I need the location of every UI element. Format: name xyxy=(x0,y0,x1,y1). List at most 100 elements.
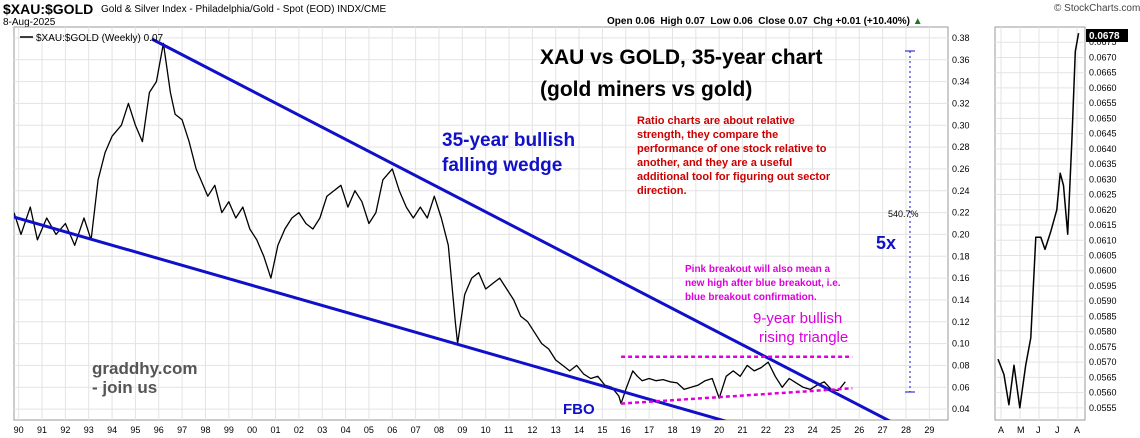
x-tick-label: 18 xyxy=(667,425,677,435)
y-tick-label: 0.28 xyxy=(952,142,970,152)
ratio-note-line: strength, they compare the xyxy=(637,129,778,141)
x-tick-label: 00 xyxy=(247,425,257,435)
mini-y-tick-label: 0.0595 xyxy=(1089,281,1117,291)
close-label: Close xyxy=(758,16,786,27)
mini-y-tick-label: 0.0565 xyxy=(1089,372,1117,382)
main-x-axis: 90 91 92 93 94 95 96 97 98 99 00 01 02 03 04 05 06 07 08 09… xyxy=(14,425,935,435)
x-tick-label: 26 xyxy=(854,425,864,435)
main-series-group xyxy=(14,37,891,420)
mini-x-tick-label: J xyxy=(1036,425,1041,435)
x-tick-label: 12 xyxy=(527,425,537,435)
x-tick-label: 95 xyxy=(130,425,140,435)
ratio-note-line: Ratio charts are about relative xyxy=(637,115,795,127)
mini-y-tick-label: 0.0575 xyxy=(1089,342,1117,352)
x-tick-label: 99 xyxy=(224,425,234,435)
y-tick-label: 0.26 xyxy=(952,164,970,174)
x-tick-label: 22 xyxy=(761,425,771,435)
low-label: Low xyxy=(710,16,731,27)
mini-y-tick-label: 0.0605 xyxy=(1089,250,1117,260)
x-tick-label: 97 xyxy=(177,425,187,435)
y-tick-label: 0.20 xyxy=(952,229,970,239)
x-tick-label: 13 xyxy=(551,425,561,435)
legend-label: $XAU:$GOLD (Weekly) 0.07 xyxy=(36,33,164,44)
x-tick-label: 28 xyxy=(901,425,911,435)
y-tick-label: 0.36 xyxy=(952,55,970,65)
wedge-lower-line xyxy=(14,215,727,420)
chart-symbol: $XAU:$GOLD xyxy=(3,1,94,17)
fbo-label: FBO xyxy=(563,401,595,418)
triangle-bottom-line xyxy=(621,387,853,405)
x-tick-label: 06 xyxy=(387,425,397,435)
x-tick-label: 09 xyxy=(457,425,467,435)
pink-note-line: Pink breakout will also mean a xyxy=(685,264,830,275)
x-tick-label: 04 xyxy=(341,425,351,435)
mini-y-tick-label: 0.0610 xyxy=(1089,235,1117,245)
high-label: High xyxy=(660,16,683,27)
y-tick-label: 0.38 xyxy=(952,33,970,43)
mini-y-tick-label: 0.0660 xyxy=(1089,83,1117,93)
mini-y-axis: 0.0555 0.0560 0.0565 0.0570 0.0575 0.0580 0.05… xyxy=(1089,37,1117,413)
x-tick-label: 92 xyxy=(60,425,70,435)
mini-x-tick-label: J xyxy=(1055,425,1060,435)
wedge-label-line1: 35-year bullish xyxy=(442,130,575,151)
mini-y-tick-label: 0.0560 xyxy=(1089,388,1117,398)
mini-y-tick-label: 0.0625 xyxy=(1089,190,1117,200)
y-tick-label: 0.12 xyxy=(952,317,970,327)
x-tick-label: 24 xyxy=(808,425,818,435)
x-tick-label: 91 xyxy=(37,425,47,435)
pink-note-line: new high after blue breakout, i.e. xyxy=(685,278,841,289)
chart-title-line1: XAU vs GOLD, 35-year chart xyxy=(540,46,822,69)
x-tick-label: 25 xyxy=(831,425,841,435)
y-tick-label: 0.10 xyxy=(952,339,970,349)
last-price-value: 0.0678 xyxy=(1089,31,1120,42)
y-tick-label: 0.24 xyxy=(952,186,970,196)
site-label-line1: graddhy.com xyxy=(92,359,197,378)
mini-y-tick-label: 0.0585 xyxy=(1089,311,1117,321)
site-label-line2: - join us xyxy=(92,378,157,397)
low-value: 0.06 xyxy=(733,16,753,27)
ratio-note-line: direction. xyxy=(637,185,687,197)
x-tick-label: 07 xyxy=(411,425,421,435)
y-tick-label: 0.04 xyxy=(952,404,970,414)
mini-x-tick-label: A xyxy=(1074,425,1080,435)
y-tick-label: 0.18 xyxy=(952,251,970,261)
y-tick-label: 0.22 xyxy=(952,208,970,218)
triangle-label-line1: 9-year bullish xyxy=(753,310,842,327)
mini-y-tick-label: 0.0675 xyxy=(1089,37,1117,47)
x-tick-label: 21 xyxy=(738,425,748,435)
x-tick-label: 27 xyxy=(878,425,888,435)
triangle-label-line2: rising triangle xyxy=(759,329,848,346)
high-value: 0.07 xyxy=(685,16,705,27)
y-tick-label: 0.08 xyxy=(952,360,970,370)
x-tick-label: 94 xyxy=(107,425,117,435)
mini-y-tick-label: 0.0645 xyxy=(1089,129,1117,139)
mini-price-line xyxy=(997,32,1080,409)
y-tick-label: 0.30 xyxy=(952,120,970,130)
mini-y-tick-label: 0.0655 xyxy=(1089,98,1117,108)
wedge-upper-line xyxy=(151,37,891,420)
x-tick-label: 16 xyxy=(621,425,631,435)
five-x-label: 5x xyxy=(876,233,896,253)
x-tick-label: 19 xyxy=(691,425,701,435)
chg-label: Chg xyxy=(813,16,833,27)
y-tick-label: 0.32 xyxy=(952,98,970,108)
mini-y-tick-label: 0.0615 xyxy=(1089,220,1117,230)
y-tick-label: 0.34 xyxy=(952,77,970,87)
y-tick-label: 0.06 xyxy=(952,382,970,392)
up-arrow-icon: ▲ xyxy=(912,16,923,27)
main-y-axis: 0.04 0.06 0.08 0.10 0.12 0.14 0.16 0.18 0.20 0.22… xyxy=(952,33,970,414)
mini-plot-frame xyxy=(994,26,1086,421)
y-tick-label: 0.14 xyxy=(952,295,970,305)
ratio-note-line: another, and they are a useful xyxy=(637,157,792,169)
y-tick-label: 0.16 xyxy=(952,273,970,283)
mini-y-tick-label: 0.0650 xyxy=(1089,113,1117,123)
chart-title-line2: (gold miners vs gold) xyxy=(540,78,752,101)
mini-y-tick-label: 0.0580 xyxy=(1089,327,1117,337)
brand-link[interactable]: © StockCharts.com xyxy=(1054,3,1140,14)
open-label: Open xyxy=(607,16,633,27)
x-tick-label: 93 xyxy=(84,425,94,435)
x-tick-label: 98 xyxy=(200,425,210,435)
mini-y-tick-label: 0.0590 xyxy=(1089,296,1117,306)
